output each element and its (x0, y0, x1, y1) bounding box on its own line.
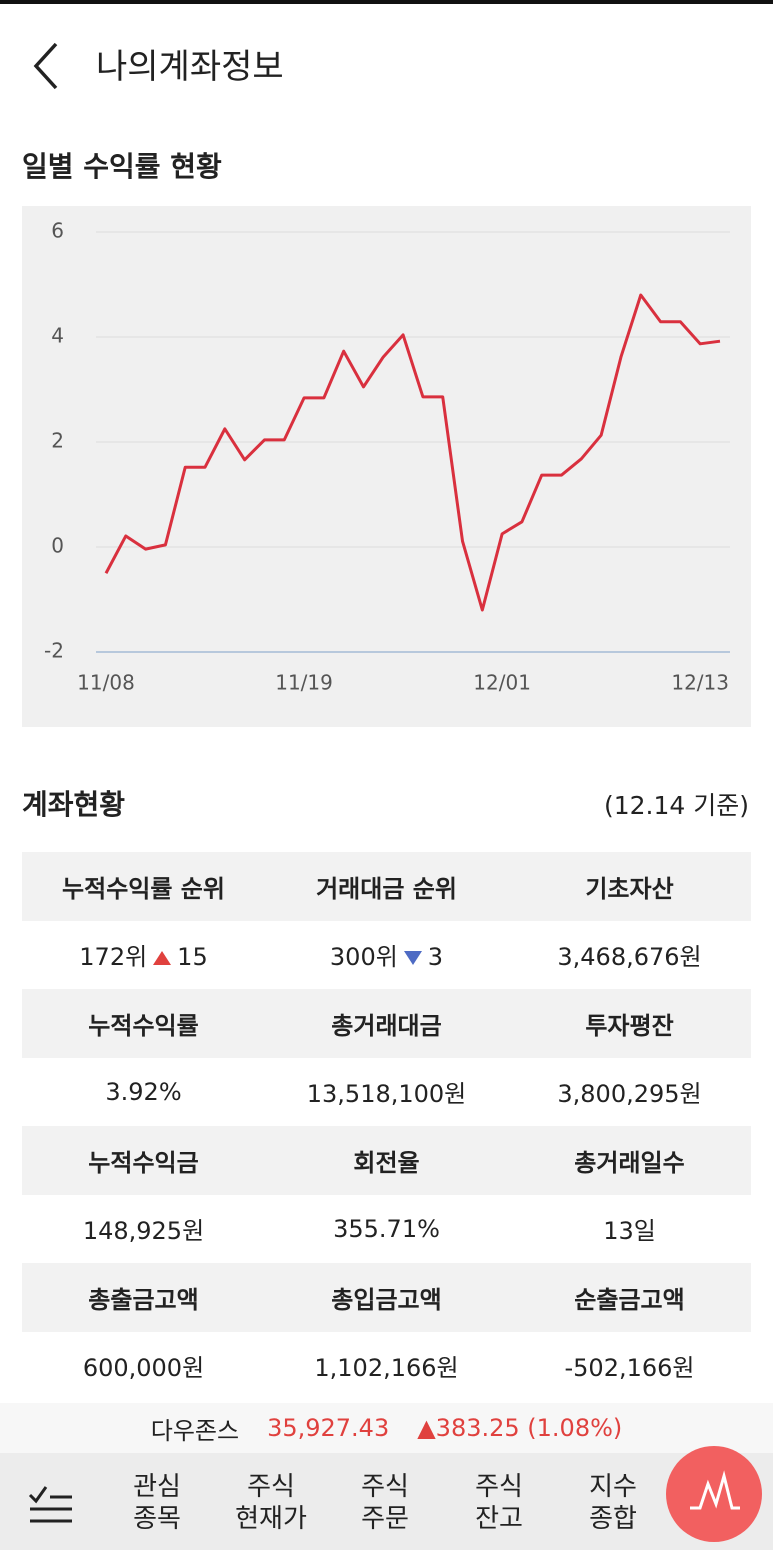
nav-label: 주식 (475, 1472, 523, 1502)
nav-item[interactable]: 주식 주문 (335, 1471, 435, 1535)
rank-cell: 300위 3 (265, 937, 508, 972)
x-tick-label: 11/19 (275, 671, 333, 695)
header-cell: 누적수익률 (88, 1011, 199, 1040)
nav-item[interactable]: 주식 잔고 (449, 1471, 549, 1535)
x-tick-label: 11/08 (77, 671, 135, 695)
chart: -2 0 2 4 6 11/08 11/19 12/01 12/13 (44, 219, 730, 695)
direction-icon (153, 951, 172, 966)
header-cell: 총입금고액 (331, 1285, 442, 1314)
value-cell: 148,925원 (82, 1217, 205, 1246)
header-row: 총출금고액 총입금고액 순출금고액 (22, 1263, 751, 1332)
nav-item[interactable]: 관심 종목 (107, 1471, 207, 1535)
y-tick-label: 0 (51, 534, 64, 558)
status-bar (0, 0, 773, 4)
nav-label: 종합 (589, 1504, 637, 1534)
chart-panel: -2 0 2 4 6 11/08 11/19 12/01 12/13 (22, 206, 751, 727)
x-tick-label: 12/01 (473, 671, 531, 695)
header-cell: 거래대금 순위 (316, 874, 457, 903)
value-cell: 13일 (603, 1217, 656, 1246)
header-cell: 회전율 (353, 1148, 420, 1177)
value-cell: 1,102,166원 (314, 1354, 459, 1383)
chart-icon (690, 1470, 740, 1510)
nav-label: 관심 (133, 1472, 181, 1502)
value-cell: 3,800,295원 (557, 1080, 702, 1109)
chart-title: 일별 수익률 현황 (22, 150, 222, 183)
account-table: 누적수익률 순위 거래대금 순위 기초자산 172위 15 300위 3 3,468,676원… (22, 852, 751, 1400)
nav-label: 주문 (361, 1504, 409, 1534)
ticker-change: ▲383.25 (1.08%) (417, 1414, 623, 1442)
nav-item[interactable]: 지수 종합 (563, 1471, 663, 1535)
arrow (153, 951, 172, 966)
nav-label: 주식 (361, 1472, 409, 1502)
header-cell: 누적수익금 (88, 1148, 199, 1177)
value-cell: 355.71% (333, 1214, 440, 1243)
arrow (403, 951, 422, 966)
page-title: 나의계좌정보 (96, 47, 284, 87)
value-cell: 3.92% (105, 1077, 182, 1106)
header-cell: 기초자산 (585, 874, 674, 903)
header-row: 누적수익금 회전율 총거래일수 (22, 1126, 751, 1195)
y-tick-label: 4 (51, 324, 64, 348)
header-cell: 총거래대금 (331, 1011, 442, 1040)
value-cell: 13,518,100원 (306, 1080, 467, 1109)
value-row: 172위 15 300위 3 3,468,676원 (22, 921, 751, 990)
ticker-bar[interactable]: 다우존스 35,927.43 ▲383.25 (1.08%) (0, 1403, 773, 1453)
rank-change: 3 (427, 943, 444, 972)
nav-label: 종목 (133, 1504, 181, 1534)
data-line (104, 293, 721, 612)
value-row: 148,925원 355.71% 13일 (22, 1195, 751, 1264)
y-tick-label: 6 (51, 219, 64, 243)
header-cell: 총출금고액 (88, 1285, 199, 1314)
nav-item[interactable]: 주식 현재가 (221, 1471, 321, 1535)
rank: 172위 (79, 943, 148, 972)
x-tick-label: 12/13 (671, 671, 729, 695)
direction-icon (403, 951, 422, 966)
nav-label: 현재가 (235, 1504, 307, 1534)
header-cell: 누적수익률 순위 (62, 874, 225, 903)
value-cell: -502,166원 (564, 1354, 695, 1383)
y-tick-label: -2 (44, 639, 64, 663)
y-tick-label: 2 (51, 429, 64, 453)
value-row: 3.92% 13,518,100원 3,800,295원 (22, 1058, 751, 1127)
header-cell: 총거래일수 (574, 1148, 685, 1177)
rank-cell: 172위 15 (22, 937, 265, 972)
value-row: 600,000원 1,102,166원 -502,166원 (22, 1332, 751, 1401)
nav-label: 잔고 (475, 1504, 523, 1534)
nav-label: 주식 (247, 1472, 295, 1502)
menu-icon[interactable] (28, 1483, 74, 1525)
date-label: (12.14 기준) (603, 791, 749, 820)
nav-label: 지수 (589, 1472, 637, 1502)
value-cell: 600,000원 (82, 1354, 205, 1383)
chart-button[interactable] (666, 1446, 762, 1542)
header-cell: 투자평잔 (585, 1011, 674, 1040)
rank: 300위 (329, 943, 398, 972)
header-cell: 순출금고액 (574, 1285, 685, 1314)
ticker-name: 다우존스 (150, 1416, 240, 1445)
section-title: 계좌현황 (22, 788, 126, 821)
header-row: 누적수익률 순위 거래대금 순위 기초자산 (22, 852, 751, 921)
header-row: 누적수익률 총거래대금 투자평잔 (22, 989, 751, 1058)
bottom-nav: 관심 종목 주식 현재가 주식 주문 주식 잔고 지수 종합 (0, 1453, 773, 1550)
back-button[interactable] (28, 40, 64, 92)
rank-change: 15 (177, 943, 208, 972)
ticker-price: 35,927.43 (267, 1414, 390, 1442)
value-cell: 3,468,676원 (557, 943, 702, 972)
